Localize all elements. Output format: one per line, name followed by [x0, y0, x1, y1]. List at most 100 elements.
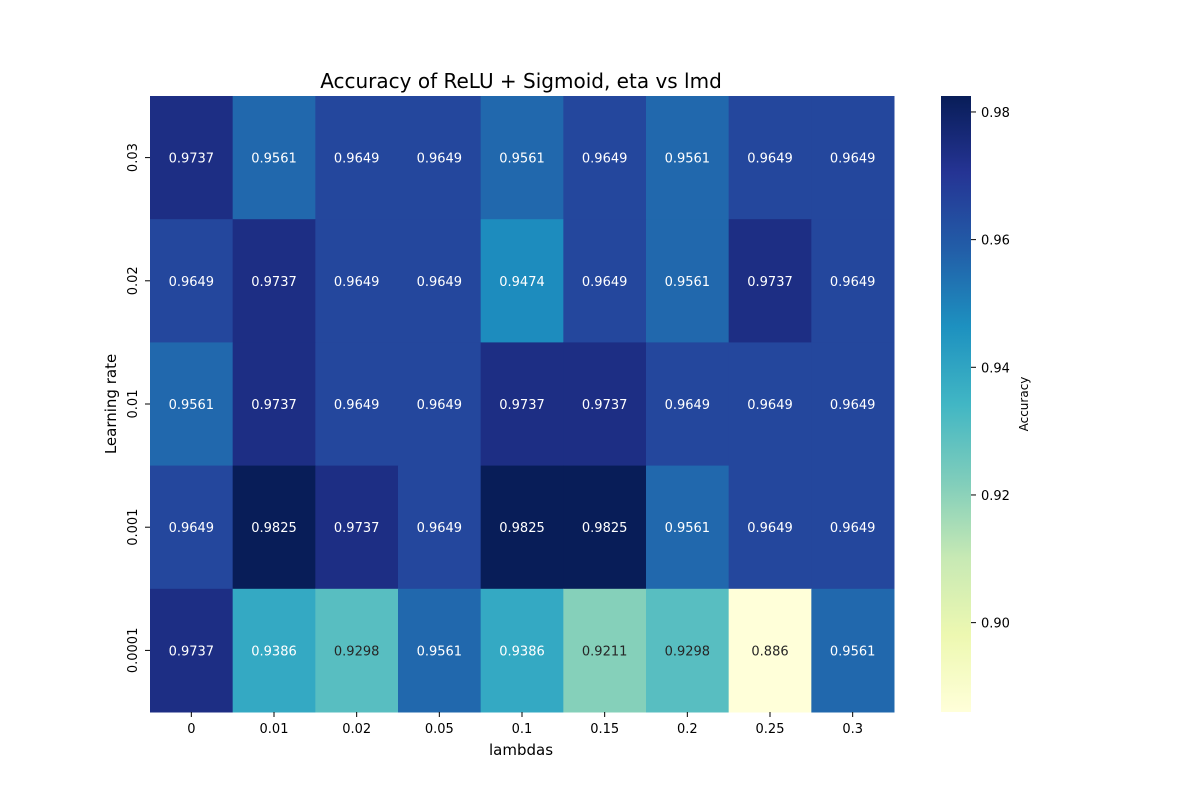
- cell-value-label: 0.9649: [417, 152, 463, 167]
- cell-value-label: 0.9298: [334, 644, 380, 659]
- cell-value-label: 0.9561: [251, 152, 297, 167]
- heatmap-cell-labels: 0.9737 0.9561 0.9649 0.9649 0.9561 0.9649 0.95…: [169, 152, 876, 660]
- y-tick-label: 0.03: [126, 143, 141, 172]
- cell-value-label: 0.9737: [334, 521, 380, 536]
- heatmap-cell: [232, 465, 316, 590]
- heatmap-cell: [315, 588, 399, 713]
- heatmap-cell: [315, 96, 399, 220]
- heatmap-cell: [232, 588, 316, 713]
- heatmap-cell: [480, 588, 564, 713]
- chart-title: Accuracy of ReLU + Sigmoid, eta vs lmd: [320, 69, 722, 93]
- heatmap-cell: [232, 219, 316, 343]
- cell-value-label: 0.9386: [499, 644, 545, 659]
- colorbar-tick-label: 0.92: [981, 489, 1010, 504]
- heatmap-cell: [232, 342, 316, 467]
- heatmap-cell: [811, 219, 895, 343]
- colorbar-ticks: 0.90 0.92 0.94 0.96 0.98: [971, 106, 1010, 632]
- cell-value-label: 0.9649: [582, 152, 628, 167]
- heatmap-cell: [315, 219, 399, 343]
- cell-value-label: 0.9649: [830, 521, 876, 536]
- heatmap-cell: [398, 96, 482, 220]
- cell-value-label: 0.9649: [169, 275, 215, 290]
- heatmap-cell: [150, 342, 234, 467]
- cell-value-label: 0.9561: [417, 644, 463, 659]
- cell-value-label: 0.886: [751, 644, 788, 659]
- cell-value-label: 0.9649: [747, 398, 793, 413]
- x-tick-label: 0.02: [342, 722, 371, 737]
- heatmap-cell: [480, 342, 564, 467]
- x-tick-label: 0.1: [512, 722, 533, 737]
- x-axis-label: lambdas: [489, 741, 553, 759]
- heatmap-cell: [811, 342, 895, 467]
- x-tick-label: 0.25: [756, 722, 785, 737]
- heatmap-cell: [811, 96, 895, 220]
- heatmap-cell: [563, 465, 647, 590]
- cell-value-label: 0.9737: [499, 398, 545, 413]
- heatmap-cell: [728, 588, 812, 713]
- heatmap-cell: [398, 219, 482, 343]
- heatmap-cells: [150, 96, 895, 713]
- heatmap-cell: [150, 96, 234, 220]
- heatmap-cell: [398, 342, 482, 467]
- heatmap-cell: [646, 96, 730, 220]
- x-tick-label: 0.15: [590, 722, 619, 737]
- cell-value-label: 0.9298: [665, 644, 711, 659]
- colorbar-tick-label: 0.96: [981, 234, 1010, 249]
- y-axis-label: Learning rate: [102, 354, 120, 454]
- cell-value-label: 0.9474: [499, 275, 545, 290]
- cell-value-label: 0.9737: [251, 398, 297, 413]
- heatmap-cell: [563, 219, 647, 343]
- x-tick-label: 0.3: [842, 722, 863, 737]
- cell-value-label: 0.9649: [830, 152, 876, 167]
- heatmap-cell: [646, 465, 730, 590]
- x-tick-label: 0.05: [425, 722, 454, 737]
- cell-value-label: 0.9211: [582, 644, 628, 659]
- heatmap-cell: [646, 219, 730, 343]
- cell-value-label: 0.9649: [417, 521, 463, 536]
- heatmap-cell: [728, 219, 812, 343]
- heatmap-cell: [398, 588, 482, 713]
- heatmap-cell: [150, 588, 234, 713]
- cell-value-label: 0.9737: [747, 275, 793, 290]
- colorbar: [941, 96, 971, 712]
- colorbar-tick-label: 0.94: [981, 361, 1010, 376]
- heatmap-cell: [315, 342, 399, 467]
- cell-value-label: 0.9561: [169, 398, 215, 413]
- y-axis-ticks: 0.03 0.02 0.01 0.001 0.0001: [126, 143, 150, 673]
- cell-value-label: 0.9649: [334, 398, 380, 413]
- heatmap-cell: [728, 342, 812, 467]
- cell-value-label: 0.9737: [169, 152, 215, 167]
- colorbar-label: Accuracy: [1017, 377, 1031, 432]
- cell-value-label: 0.9649: [334, 152, 380, 167]
- heatmap-cell: [563, 342, 647, 467]
- heatmap-cell: [728, 96, 812, 220]
- heatmap-cell: [728, 465, 812, 590]
- heatmap-cell: [480, 96, 564, 220]
- colorbar-tick-label: 0.90: [981, 617, 1010, 632]
- heatmap-cell: [232, 96, 316, 220]
- heatmap-cell: [398, 465, 482, 590]
- cell-value-label: 0.9561: [665, 152, 711, 167]
- cell-value-label: 0.9561: [830, 644, 876, 659]
- heatmap-cell: [811, 588, 895, 713]
- x-tick-label: 0.01: [260, 722, 289, 737]
- x-tick-label: 0.2: [677, 722, 698, 737]
- heatmap-cell: [315, 465, 399, 590]
- heatmap-cell: [811, 465, 895, 590]
- cell-value-label: 0.9649: [665, 398, 711, 413]
- cell-value-label: 0.9649: [417, 398, 463, 413]
- cell-value-label: 0.9825: [251, 521, 297, 536]
- cell-value-label: 0.9649: [830, 398, 876, 413]
- cell-value-label: 0.9649: [747, 521, 793, 536]
- cell-value-label: 0.9561: [665, 521, 711, 536]
- y-tick-label: 0.01: [126, 390, 141, 419]
- heatmap-cell: [150, 219, 234, 343]
- heatmap-cell: [646, 342, 730, 467]
- cell-value-label: 0.9649: [747, 152, 793, 167]
- heatmap-cell: [563, 96, 647, 220]
- cell-value-label: 0.9649: [582, 275, 628, 290]
- cell-value-label: 0.9737: [251, 275, 297, 290]
- x-tick-label: 0: [187, 722, 195, 737]
- cell-value-label: 0.9825: [582, 521, 628, 536]
- cell-value-label: 0.9649: [169, 521, 215, 536]
